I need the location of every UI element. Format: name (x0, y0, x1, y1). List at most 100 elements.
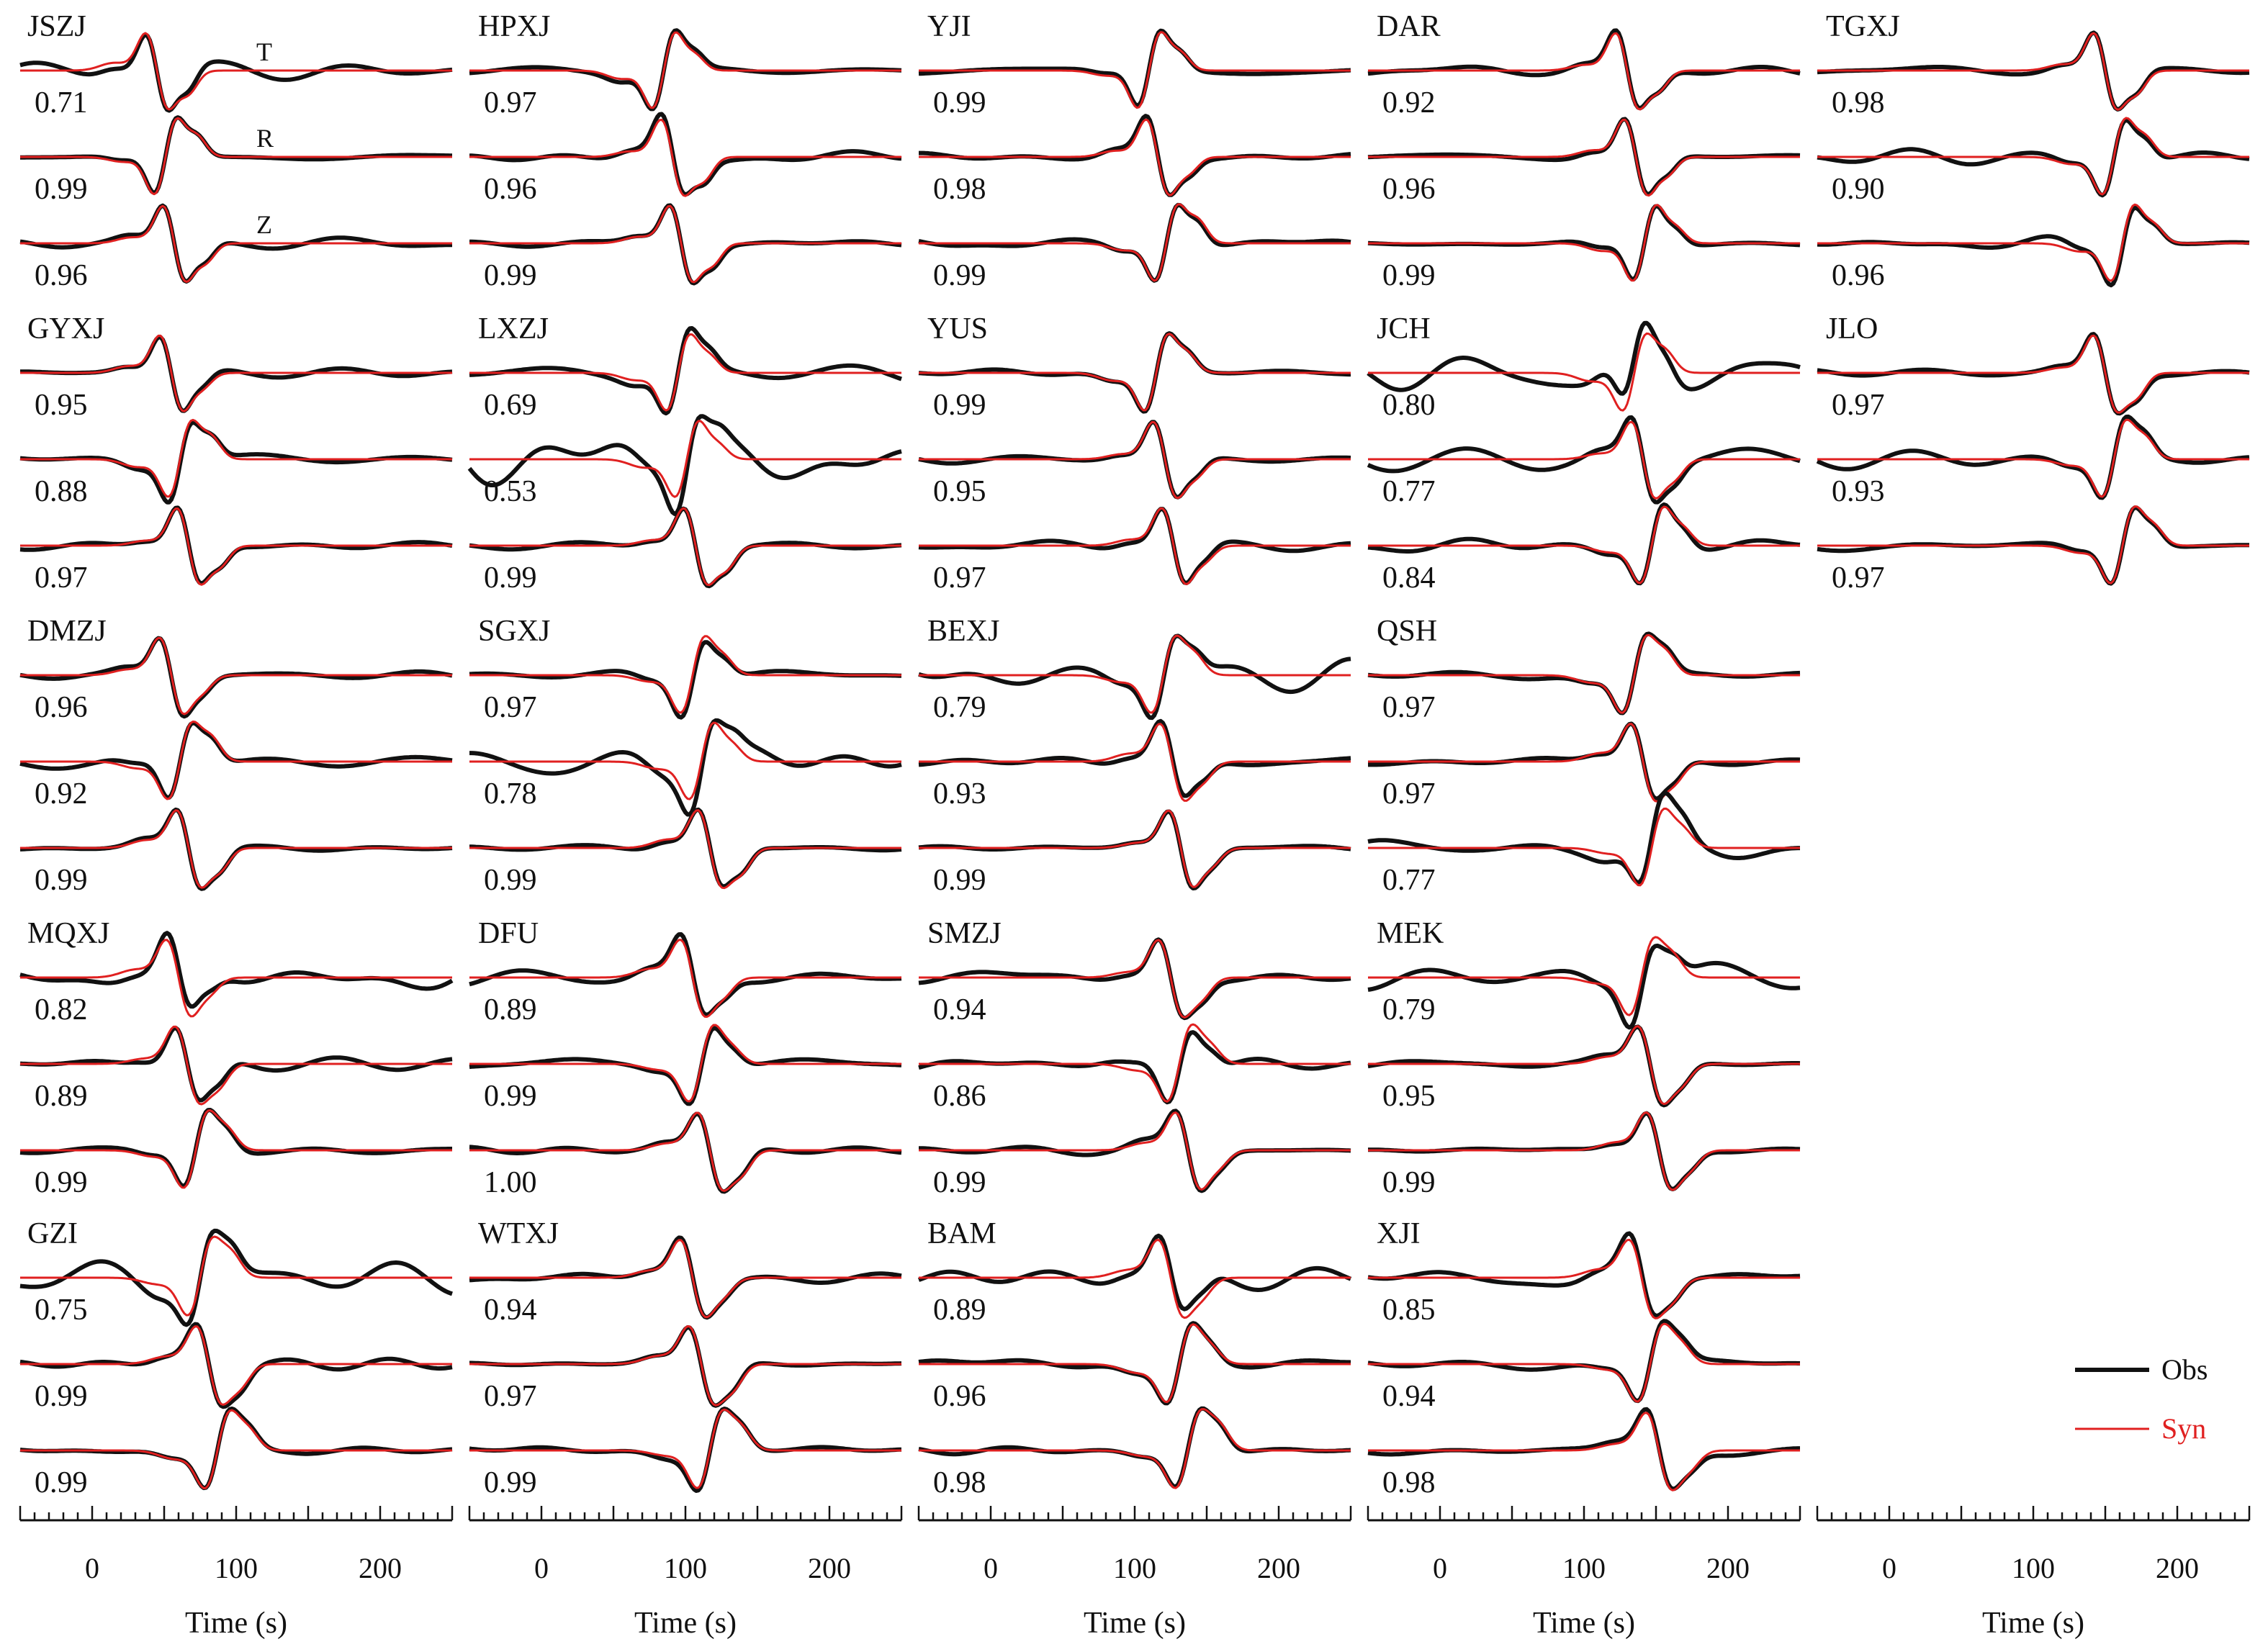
syn-trace-r (20, 721, 452, 800)
syn-trace-r (469, 721, 901, 800)
syn-trace-r (469, 118, 901, 197)
correlation-coefficient: 0.80 (1382, 389, 1436, 422)
syn-trace-t (1368, 1238, 1800, 1319)
correlation-coefficient: 0.96 (1832, 259, 1885, 292)
obs-trace-t (19, 1228, 453, 1327)
syn-trace-z (919, 809, 1351, 888)
correlation-coefficient: 0.92 (1382, 86, 1436, 119)
correlation-coefficient: 0.85 (1382, 1294, 1436, 1327)
syn-trace-r (919, 1323, 1351, 1404)
correlation-coefficient: 0.90 (1832, 173, 1885, 206)
legend-obs-label: Obs (2161, 1353, 2208, 1386)
station-panel-yus: YUS 0.99 0.95 0.97 (918, 312, 1351, 595)
syn-trace-r (20, 418, 452, 498)
obs-trace-r (1816, 414, 2250, 500)
station-panel-yji: YJI 0.99 0.98 0.99 (918, 10, 1351, 292)
syn-trace-z (469, 204, 901, 284)
station-label: QSH (1377, 615, 1437, 648)
syn-trace-r (469, 1325, 901, 1407)
correlation-coefficient: 0.75 (35, 1294, 88, 1327)
tick-label: 200 (1257, 1552, 1300, 1584)
obs-trace-t (1367, 1231, 1801, 1318)
correlation-coefficient: 0.97 (933, 561, 986, 595)
correlation-coefficient: 0.97 (1382, 691, 1436, 724)
legend: Obs Syn (2075, 1353, 2208, 1445)
correlation-coefficient: 0.99 (1382, 259, 1436, 292)
syn-trace-r (1817, 418, 2249, 498)
x-axis-title: Time (s) (1982, 1607, 2084, 1640)
station-panel-gyxj: GYXJ 0.95 0.88 0.97 (19, 312, 453, 595)
syn-trace-r (1368, 1322, 1800, 1403)
correlation-coefficient: 0.94 (933, 993, 986, 1026)
station-panel-lxzj: LXZJ 0.69 0.53 0.99 (467, 312, 902, 595)
time-axis: 0 100 200 Time (s) (468, 1506, 903, 1640)
correlation-coefficient: 0.99 (35, 173, 88, 206)
syn-trace-t (469, 31, 901, 109)
station-label: JLO (1826, 312, 1878, 346)
correlation-coefficient: 0.69 (484, 389, 537, 422)
correlation-coefficient: 0.99 (933, 86, 986, 119)
correlation-coefficient: 0.98 (1382, 1466, 1436, 1499)
syn-trace-z (469, 1408, 901, 1489)
correlation-coefficient: 0.77 (1382, 864, 1436, 897)
station-panel-gzi: GZI 0.75 0.99 0.99 (19, 1217, 453, 1499)
station-label: SMZJ (927, 917, 1002, 950)
syn-trace-z (1368, 505, 1800, 584)
syn-trace-z (20, 507, 452, 586)
tick-label: 0 (534, 1552, 549, 1584)
station-label: GYXJ (27, 312, 104, 346)
syn-trace-z (1817, 505, 2249, 584)
time-axes: 0 100 200 Time (s) 0 100 200 Time (s) 0 100 200 Tim… (19, 1506, 2251, 1640)
correlation-coefficient: 0.99 (35, 864, 88, 897)
obs-trace-z (469, 1407, 902, 1493)
correlation-coefficient: 0.84 (1382, 561, 1436, 595)
correlation-coefficient: 0.99 (933, 864, 986, 897)
syn-trace-t (20, 334, 452, 412)
station-panel-xji: XJI 0.85 0.94 0.98 (1367, 1217, 1801, 1499)
time-axis: 0 100 200 Time (s) (1367, 1506, 1801, 1640)
syn-trace-t (469, 939, 901, 1018)
correlation-coefficient: 0.97 (484, 1380, 537, 1413)
station-panel-bexj: BEXJ 0.79 0.93 0.99 (918, 615, 1351, 897)
correlation-coefficient: 0.93 (1832, 475, 1885, 508)
station-panel-wtxj: WTXJ 0.94 0.97 0.99 (469, 1217, 902, 1499)
syn-trace-t (20, 939, 452, 1018)
station-label: DAR (1377, 10, 1441, 43)
syn-trace-r (919, 1023, 1351, 1103)
correlation-coefficient: 0.88 (35, 475, 88, 508)
correlation-coefficient: 0.99 (484, 561, 537, 595)
station-label: DMZJ (27, 615, 107, 648)
syn-trace-z (919, 507, 1351, 585)
time-axis: 0 100 200 Time (s) (19, 1506, 454, 1640)
correlation-coefficient: 0.79 (933, 691, 986, 724)
obs-trace-t (918, 633, 1351, 721)
obs-trace-t (918, 28, 1351, 108)
tick-label: 200 (1706, 1552, 1750, 1584)
syn-trace-t (1368, 633, 1800, 714)
tick-label: 100 (1113, 1552, 1156, 1584)
correlation-coefficient: 0.99 (484, 1466, 537, 1499)
correlation-coefficient: 0.78 (484, 777, 537, 811)
station-panel-hpxj: HPXJ 0.97 0.96 0.99 (469, 10, 902, 292)
syn-trace-z (919, 1408, 1351, 1489)
correlation-coefficient: 0.96 (35, 691, 88, 724)
syn-trace-t (469, 333, 901, 412)
syn-trace-z (20, 204, 452, 283)
correlation-coefficient: 0.99 (933, 1166, 986, 1199)
correlation-coefficient: 0.99 (484, 864, 537, 897)
station-panel-smzj: SMZJ 0.94 0.86 0.99 (918, 917, 1351, 1199)
syn-trace-t (1368, 936, 1800, 1016)
component-label: T (256, 37, 272, 66)
obs-trace-r (467, 414, 902, 516)
syn-trace-r (469, 420, 901, 498)
syn-trace-r (919, 723, 1351, 802)
station-label: MQXJ (27, 917, 109, 950)
correlation-coefficient: 0.94 (484, 1294, 537, 1327)
syn-trace-t (919, 634, 1351, 714)
station-panel-qsh: QSH 0.97 0.97 0.77 (1367, 615, 1801, 897)
syn-trace-t (1368, 32, 1800, 111)
syn-trace-z (1368, 204, 1800, 282)
station-panel-mqxj: MQXJ 0.82 0.89 0.99 (19, 917, 454, 1199)
correlation-coefficient: 0.97 (484, 691, 537, 724)
obs-trace-z (918, 507, 1351, 585)
